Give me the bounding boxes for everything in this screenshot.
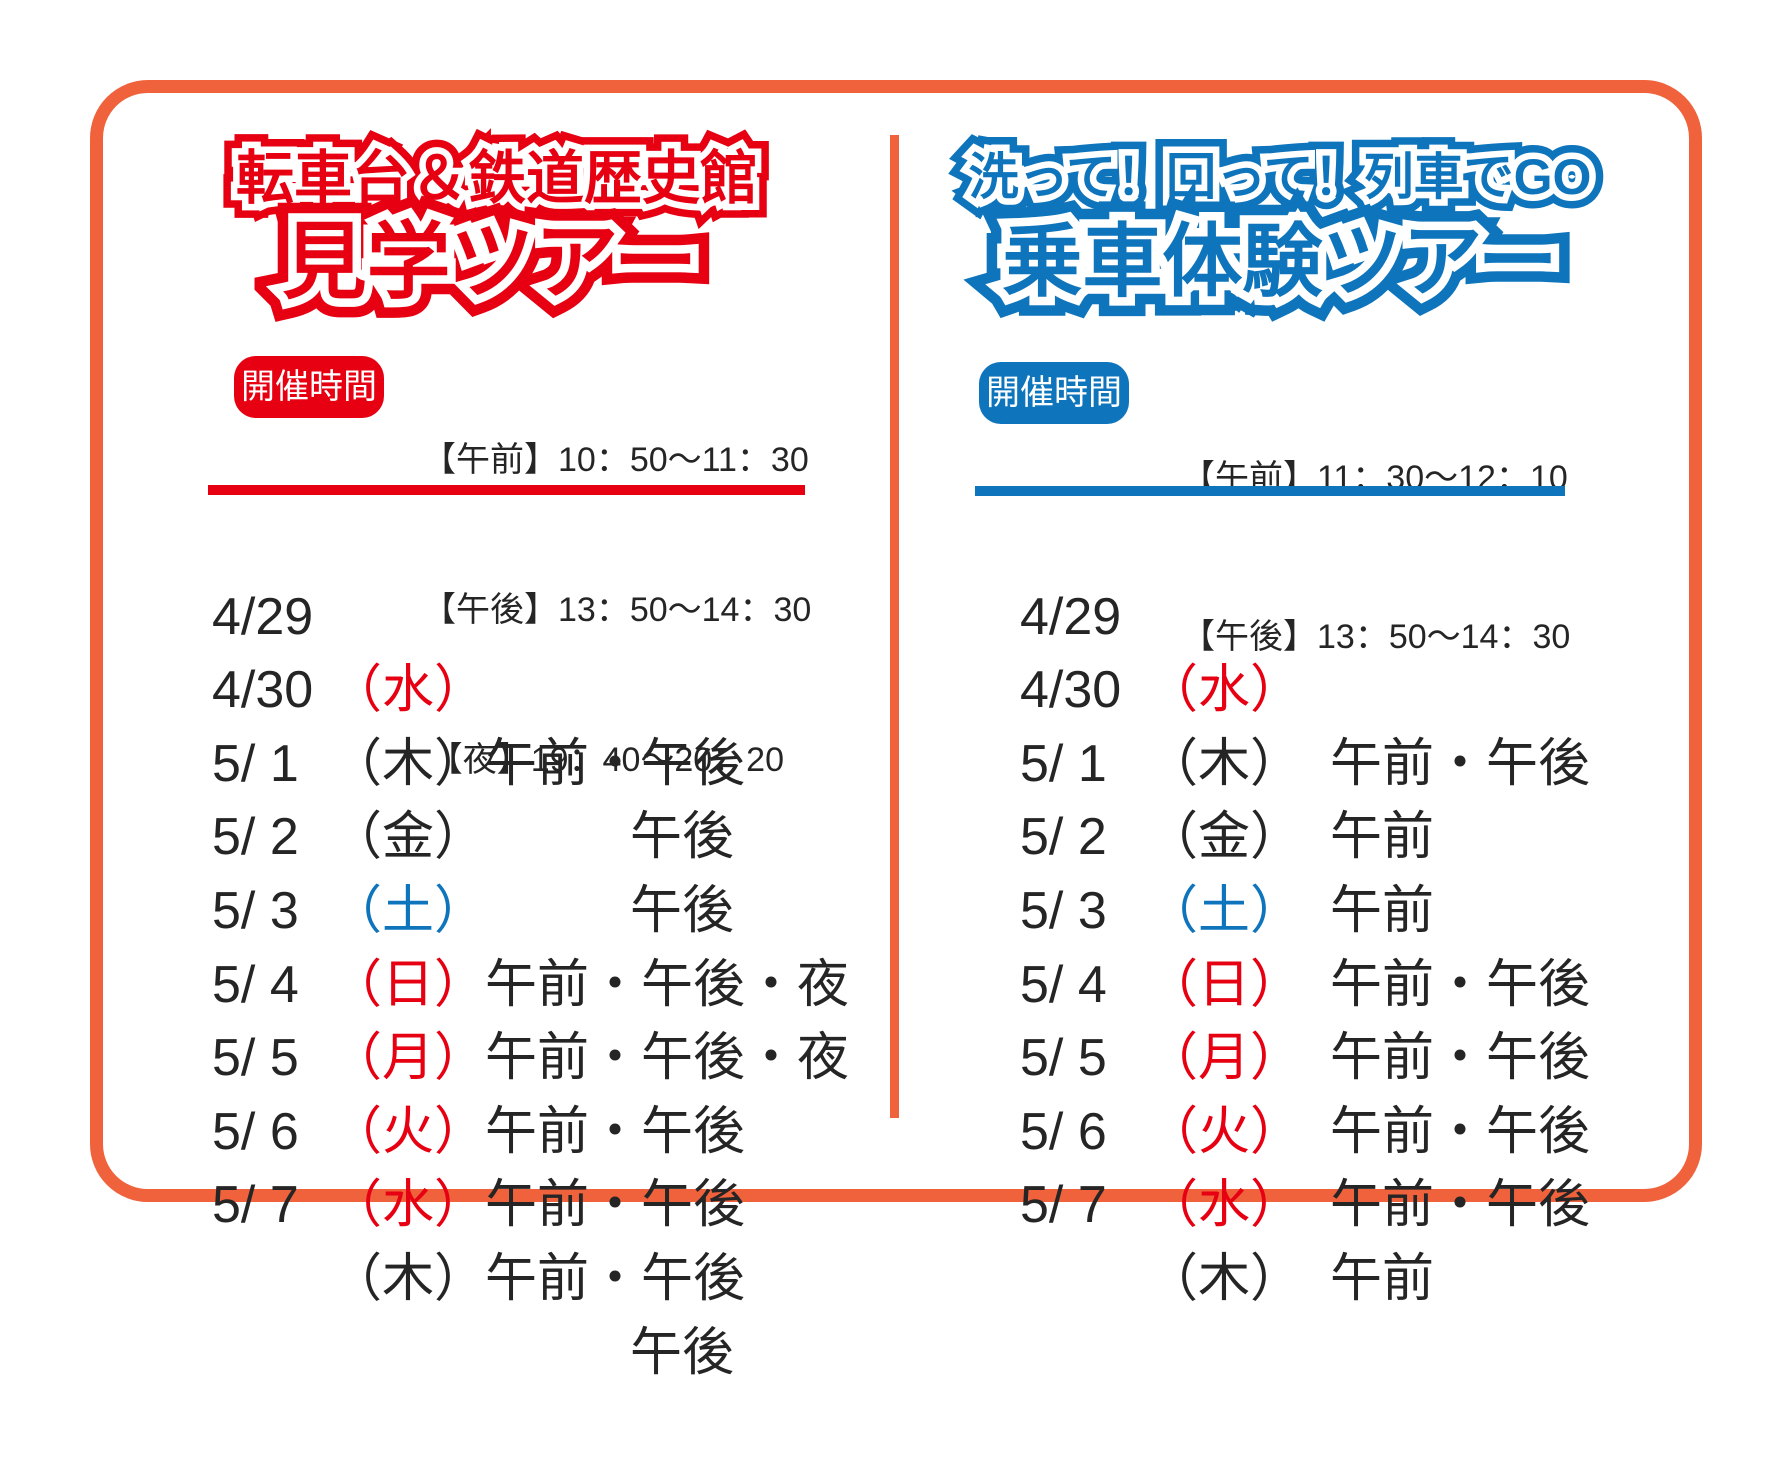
poster-border xyxy=(90,80,1702,1202)
right-tour-title-line1-text: 洗って！回って！列車でGO xyxy=(930,152,1630,202)
row-sessions: 午前・午後 xyxy=(485,734,746,793)
row-date: 5/ 5 xyxy=(1020,1029,1107,1088)
schedule-row: 4/29 （水） 午前・午後 xyxy=(0,507,1790,793)
row-sessions: 午前・午後・夜 xyxy=(485,955,850,1014)
row-weekday: （水） xyxy=(330,661,487,720)
row-sessions: 午後 xyxy=(630,881,735,940)
schedule-row: 5/ 2 （土） 午前・午後・夜 xyxy=(0,728,1790,1013)
schedule-row: 5/ 6 （水） 午前 xyxy=(0,1022,1790,1308)
row-sessions: 午後 xyxy=(630,1323,735,1382)
row-sessions: 午前・午後 xyxy=(1330,1176,1591,1235)
row-sessions: 午後 xyxy=(630,808,735,867)
left-times-block: 【午前】10：50～11：30 【午後】13：50～14：30 【夜】19：40… xyxy=(422,335,812,835)
row-date: 5/ 1 xyxy=(1020,734,1107,793)
left-time-afternoon: 【午後】13：50～14：30 xyxy=(422,591,812,629)
row-weekday: （木） xyxy=(1146,1249,1303,1308)
row-sessions: 午前 xyxy=(1330,1249,1435,1308)
left-schedule-time-badge: 開催時間 xyxy=(234,356,384,418)
row-weekday: （水） xyxy=(1146,1176,1303,1235)
right-time-afternoon: 【午後】13：50～14：30 xyxy=(1181,618,1571,656)
schedule-row: 4/30 （木） 午前 xyxy=(0,581,1790,866)
row-sessions: 午前・午後 xyxy=(1330,1102,1591,1161)
left-tour-title-line1-text: 転車台＆鉄道歴史館 xyxy=(197,150,797,209)
left-time-morning: 【午前】10：50～11：30 xyxy=(422,441,809,479)
row-date: 4/30 xyxy=(1020,661,1122,720)
row-date: 4/30 xyxy=(212,661,314,720)
row-sessions: 午前・午後 xyxy=(1330,734,1591,793)
row-weekday: （日） xyxy=(1146,955,1303,1014)
row-date: 5/ 5 xyxy=(212,1029,299,1088)
row-date: 5/ 4 xyxy=(1020,955,1107,1014)
row-weekday: （木） xyxy=(330,1249,487,1308)
schedule-row: 5/ 4 （月） 午前・午後 xyxy=(0,875,1790,1161)
row-date: 5/ 1 xyxy=(212,734,299,793)
row-date: 5/ 2 xyxy=(1020,808,1107,867)
schedule-row: 5/ 1 （金） 午後 xyxy=(0,654,1790,940)
row-weekday: （金） xyxy=(330,808,487,867)
left-time-night: 【夜】19：40～20：20 xyxy=(428,741,784,779)
row-weekday: （水） xyxy=(330,1176,487,1235)
row-date: 4/29 xyxy=(212,587,314,646)
left-rule xyxy=(208,485,805,495)
row-weekday: （水） xyxy=(1146,661,1303,720)
schedule-row: 5/ 3 （日） 午前・午後 xyxy=(0,801,1790,1087)
row-date: 4/29 xyxy=(1020,587,1122,646)
row-date: 5/ 7 xyxy=(1020,1176,1107,1235)
row-weekday: （金） xyxy=(1146,808,1303,867)
schedule-row: 5/ 7 （木） xyxy=(0,1096,1790,1308)
row-sessions: 午前・午後 xyxy=(1330,955,1591,1014)
row-sessions: 午前・午後 xyxy=(485,1176,746,1235)
row-weekday: （火） xyxy=(330,1102,487,1161)
column-divider xyxy=(890,135,899,1118)
right-schedule-time-badge: 開催時間 xyxy=(979,362,1129,424)
row-weekday: （土） xyxy=(1146,881,1303,940)
schedule-row: 4/29 （水） 午前・午後 xyxy=(0,507,1790,793)
right-schedule-list: 4/29 （水） 午前・午後 4/30 （木） 午前 5/ 1 （金） 午前 5… xyxy=(0,507,1790,1308)
schedule-row: 4/30 （木） 午後 xyxy=(0,581,1790,866)
schedule-row: 5/ 1 （金） 午前 xyxy=(0,654,1790,940)
row-date: 5/ 3 xyxy=(1020,881,1107,940)
schedule-row: 5/ 3 （日） 午前・午後・夜 xyxy=(0,801,1790,1087)
left-schedule-list: 4/29 （水） 午前・午後 4/30 （木） 午後 5/ 1 （金） 午後 5… xyxy=(0,507,1790,1382)
left-tour-title-line2: 見学ツアー xyxy=(190,220,790,304)
row-weekday: （日） xyxy=(330,955,487,1014)
row-weekday: （土） xyxy=(330,881,487,940)
row-weekday: （木） xyxy=(330,734,487,793)
right-tour-title-line2-text: 乗車体験ツアー xyxy=(930,222,1630,303)
right-tour-title-line1: 洗って！回って！列車でGO xyxy=(930,152,1630,202)
row-weekday: （火） xyxy=(1146,1102,1303,1161)
row-date: 5/ 4 xyxy=(212,955,299,1014)
right-time-morning: 【午前】11：30～12：10 xyxy=(1181,459,1568,497)
row-weekday: （月） xyxy=(330,1029,487,1088)
row-sessions: 午前・午後 xyxy=(485,1249,746,1308)
schedule-row: 5/ 2 （土） 午前・午後 xyxy=(0,728,1790,1013)
row-sessions: 午前・午後 xyxy=(1330,1029,1591,1088)
row-sessions: 午前・午後・夜 xyxy=(485,1029,850,1088)
row-weekday: （月） xyxy=(1146,1029,1303,1088)
row-date: 5/ 3 xyxy=(212,881,299,940)
row-date: 5/ 2 xyxy=(212,808,299,867)
right-rule xyxy=(975,486,1565,496)
row-sessions: 午前 xyxy=(1330,808,1435,867)
row-date: 5/ 6 xyxy=(212,1102,299,1161)
schedule-row: 5/ 5 （火） 午前・午後 xyxy=(0,949,1790,1234)
left-tour-title-line2-text: 見学ツアー xyxy=(190,220,790,304)
row-date: 5/ 6 xyxy=(1020,1102,1107,1161)
schedule-row: 5/ 4 （月） 午前・午後 xyxy=(0,875,1790,1161)
row-weekday: （木） xyxy=(1146,734,1303,793)
right-tour-title-line2: 乗車体験ツアー xyxy=(930,222,1630,303)
row-sessions: 午前 xyxy=(1330,881,1435,940)
left-tour-title-line1: 転車台＆鉄道歴史館 xyxy=(197,150,797,209)
schedule-row: 5/ 5 （火） 午前・午後 xyxy=(0,949,1790,1234)
row-date: 5/ 7 xyxy=(212,1176,299,1235)
row-sessions: 午前・午後 xyxy=(485,1102,746,1161)
